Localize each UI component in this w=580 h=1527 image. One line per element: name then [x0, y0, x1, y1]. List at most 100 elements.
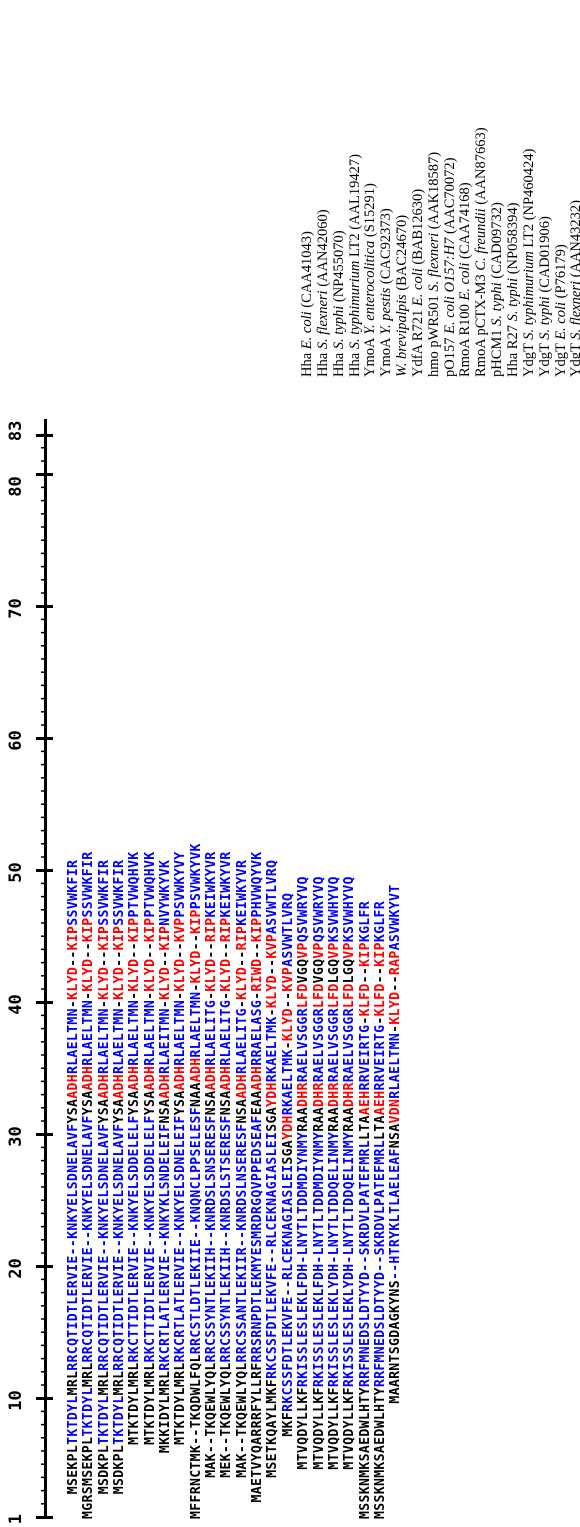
- residue-segment: TKTDYL: [66, 1395, 81, 1445]
- residue-segment: ELTMN: [142, 999, 158, 1042]
- residue-segment: KLYD: [265, 975, 281, 1009]
- residue-segment: -: [388, 1024, 404, 1033]
- label-species: Y. pestis: [378, 287, 395, 335]
- residue-segment: RAE: [311, 1057, 327, 1083]
- residue-segment: LGQ: [326, 958, 342, 984]
- label-accession: (CAA74168): [457, 182, 474, 263]
- residue-segment: KLYD: [173, 958, 189, 992]
- residue-segment: KLYD: [219, 958, 235, 992]
- residue-segment: RLA: [219, 1041, 235, 1066]
- residue-segment: KLYD: [234, 966, 250, 1000]
- residue-segment: -: [250, 991, 266, 1000]
- residue-segment: LVSGGR: [296, 1008, 312, 1058]
- residue-segment: LVSGGR: [311, 1008, 327, 1058]
- residue-segment: ADH: [142, 1065, 158, 1091]
- label-gene: pHCM1: [489, 325, 506, 377]
- residue-segment: --: [142, 942, 158, 959]
- residue-segment: QSVWRYVQ: [311, 876, 327, 943]
- sequence-label: W. brevipalpis (BAC24670): [394, 127, 411, 377]
- residue-segment: ELTMN: [388, 1032, 404, 1075]
- sequence-row: MTVQDYLLKFRKISSLESLEKLFDH-LNYTLTDDMDIYNM…: [296, 843, 311, 1519]
- residue-segment: RLA: [96, 1049, 112, 1075]
- sequence-row: MTKTDYLMRLRKCRTLATLERVIE--KNKYELSDNELEIF…: [173, 843, 188, 1519]
- label-species: E. coli: [299, 311, 315, 350]
- ruler-tick-label: 1: [6, 1514, 26, 1525]
- residue-segment: LTA: [357, 1115, 373, 1140]
- residue-segment: RAA: [296, 1107, 312, 1132]
- residue-segment: YSA: [81, 1090, 97, 1116]
- residue-segment: RKISSLESLEKLYDH: [326, 1263, 342, 1388]
- residue-segment: KLYD: [112, 966, 128, 1000]
- residue-segment: RRV: [357, 1065, 373, 1091]
- residue-segment: TKTDYL: [112, 1395, 128, 1445]
- label-species: S. flexneri: [425, 232, 442, 292]
- label-gene: YmoA: [378, 334, 395, 377]
- label-species: S. flexneri: [568, 281, 580, 340]
- residue-segment: FQL: [188, 1354, 204, 1379]
- residue-segment: -LNYTLTDDMDIYNMY: [296, 1131, 312, 1264]
- ruler-tick-label: 30: [6, 1126, 26, 1147]
- ruler-dashes: [41, 433, 47, 1518]
- residue-segment: -: [280, 1041, 296, 1050]
- residue-segment: ELTMN: [173, 999, 189, 1042]
- residue-segment: -: [81, 991, 97, 1000]
- sequence-row: MSDKPLTKTDYLMRLRRCQTIDTLERVIE--KNKYELSDN…: [112, 843, 127, 1519]
- residue-segment: MAK--TKQEWL: [204, 1387, 220, 1519]
- residue-segment: YQL: [219, 1362, 235, 1388]
- ruler-major-tick: [36, 737, 53, 741]
- residue-segment: MAETVYQARRRFYL: [250, 1387, 266, 1519]
- residue-segment: MSSKNMKSAEDWLHTY: [372, 1387, 388, 1519]
- residue-segment: DHR: [342, 1082, 358, 1107]
- residue-segment: ADH: [81, 1065, 97, 1091]
- residue-segment: VGQ: [311, 958, 327, 984]
- sequence-row: MSEKPLTKTDYLMRLRRCQTIDTLERVIE--KNKYELSDN…: [66, 843, 81, 1519]
- residue-segment: NSA: [158, 1098, 174, 1124]
- sequence-row: MSDKPLTKTDYLMRLRRCQTIDTLERVIE--KNKYELSDN…: [97, 843, 112, 1519]
- sequence-label: Hha R27 S. typhi (NP058394): [505, 127, 522, 377]
- residue-segment: KVP: [280, 966, 296, 992]
- sequence-label: hmo pWR501 S. flexneri (AAK18587): [425, 127, 443, 377]
- residue-segment: RLA: [81, 1041, 97, 1066]
- residue-segment: KSVWHYVQ: [342, 876, 358, 943]
- residue-segment: ELTMN: [96, 1008, 112, 1050]
- residue-segment: RRCSSANTLEKIIR: [234, 1247, 250, 1363]
- residue-segment: -: [112, 999, 128, 1009]
- residue-segment: --: [219, 942, 235, 959]
- residue-segment: MSDKPL: [96, 1444, 112, 1519]
- label-accession: (BAB12630): [409, 188, 426, 269]
- residue-segment: --KNKYELSDNELAVF: [96, 1123, 112, 1256]
- residue-segment: RKISSLESLEKLYDH: [342, 1263, 358, 1388]
- label-accession: (AAN43232): [568, 200, 580, 278]
- residue-segment: RRFMNEDSLDTYYD: [372, 1271, 388, 1388]
- residue-segment: KLFD: [357, 983, 373, 1017]
- label-accession: LT2 (NP460424): [520, 148, 537, 252]
- residue-segment: RIP: [204, 917, 220, 943]
- label-gene: hmo pWR501: [425, 291, 442, 377]
- sequence-row: MAK--TKQEWLYQLRRCSSYNTLEKIIH--KNRDSLSNSE…: [204, 843, 219, 1519]
- residue-segment: VP: [342, 942, 358, 959]
- residue-segment: RLA: [204, 1041, 220, 1066]
- residue-segment: RKA: [280, 1090, 296, 1116]
- residue-segment: AEH: [357, 1090, 373, 1116]
- label-species: W. brevipalpis: [394, 294, 411, 377]
- residue-segment: PSVWKYVY: [173, 851, 189, 918]
- residue-segment: --: [81, 942, 97, 959]
- label-accession: (P76179): [552, 244, 569, 302]
- residue-segment: ADH: [219, 1065, 235, 1091]
- residue-segment: YSA: [112, 1098, 128, 1124]
- residue-segment: MFFRNCTMK--TKQDWL: [188, 1378, 204, 1519]
- residue-segment: RLA: [66, 1049, 81, 1075]
- label-accession: (CAA41043): [299, 231, 315, 312]
- residue-segment: RLA: [388, 1074, 404, 1099]
- sequence-label: Hha S. typhi (NP455070): [331, 127, 348, 377]
- sequence-label: YdfA R721 E. coli (BAB12630): [409, 127, 427, 377]
- sequence-labels: Hha E. coli (CAA41043) Hha S. flexneri (A…: [299, 127, 580, 377]
- label-gene: RmoA pCTX-M3: [473, 270, 490, 377]
- residue-segment: LFD: [342, 983, 358, 1009]
- residue-segment: --: [158, 950, 174, 967]
- residue-segment: -: [173, 991, 189, 1000]
- residue-segment: KEIWKYVR: [219, 851, 235, 918]
- ruler-major-tick: [36, 869, 53, 873]
- residue-segment: KIP: [188, 909, 204, 934]
- residue-segment: MRL: [142, 1362, 158, 1388]
